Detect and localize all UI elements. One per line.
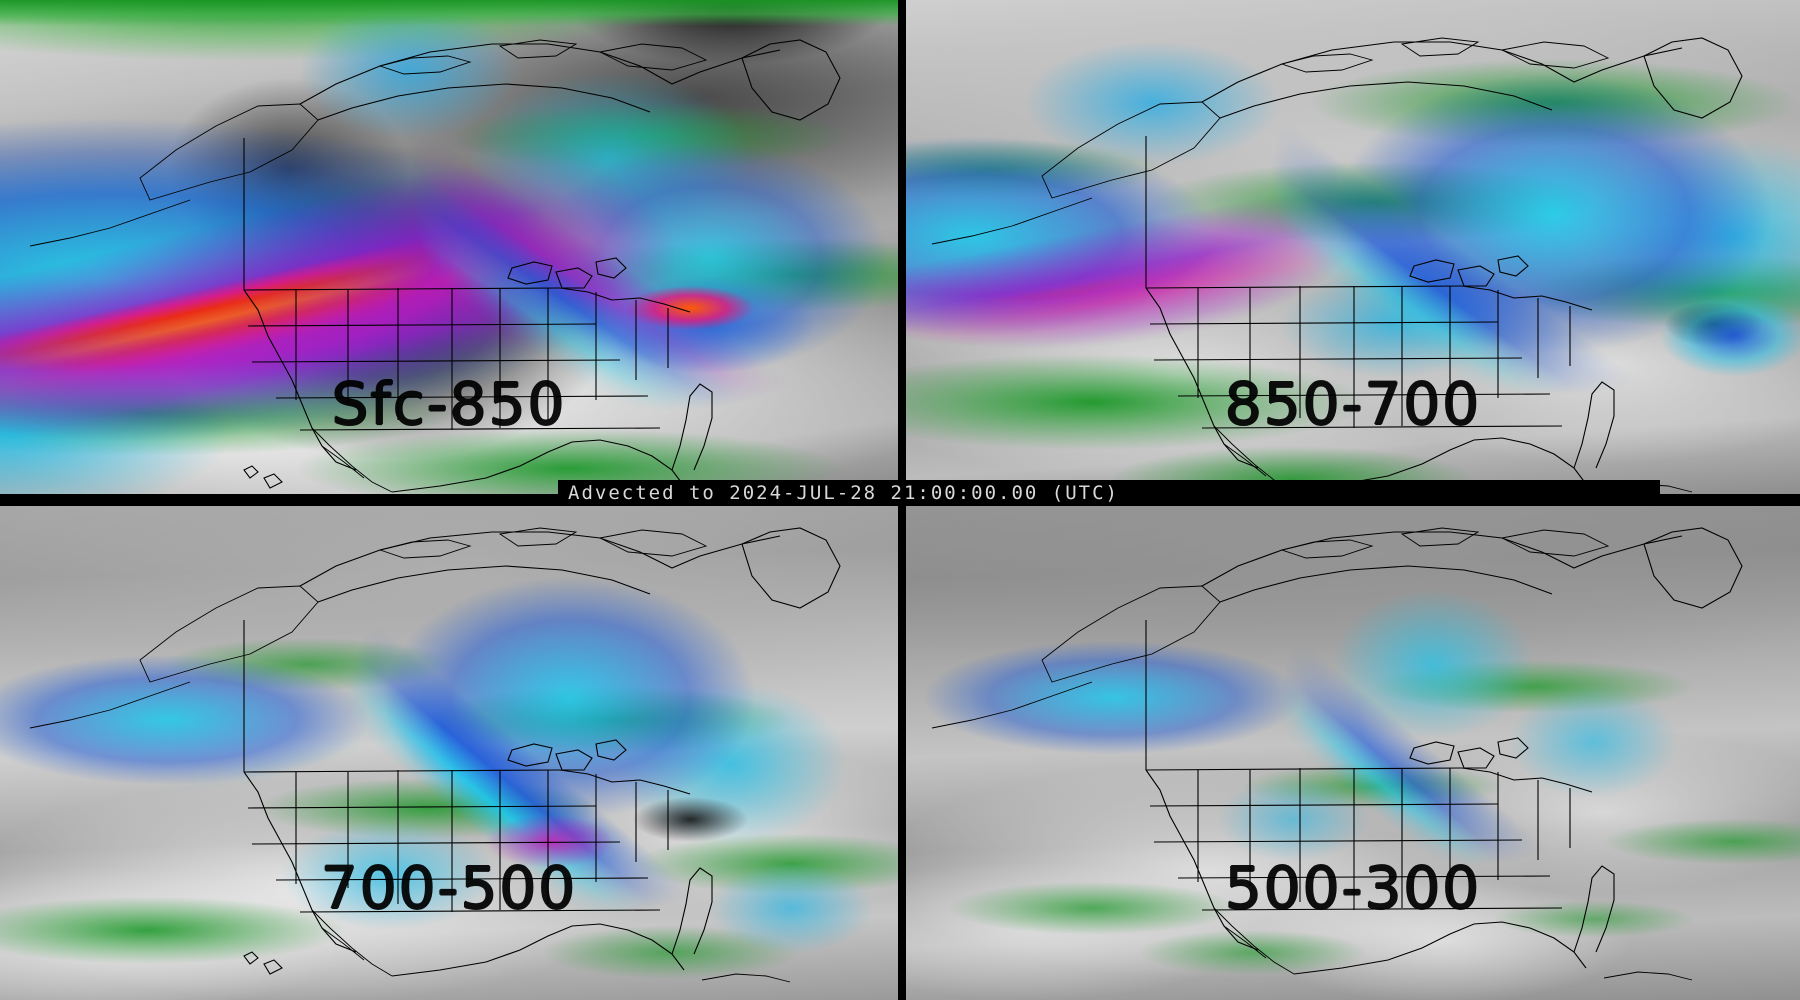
panel-850-700[interactable]: 850-700 (906, 0, 1800, 494)
secondary-red-hook (0, 0, 898, 494)
timestamp-banner: Advected to 2024-JUL-28 21:00:00.00 (UTC… (558, 480, 1660, 506)
panel-500-300[interactable]: 500-300 (906, 506, 1800, 1000)
panel-sfc-850[interactable]: Sfc-850 (0, 0, 898, 494)
panel-500-300-canvas (906, 506, 1800, 1000)
top-green-strip (0, 0, 898, 26)
east-frontal-band (906, 506, 1800, 1000)
panel-850-700-canvas (906, 0, 1800, 494)
panel-sfc-850-canvas (0, 0, 898, 494)
timestamp-text: Advected to 2024-JUL-28 21:00:00.00 (UTC… (568, 482, 1119, 504)
gulf-magenta-hook (0, 506, 898, 1000)
panel-700-500[interactable]: 700-500 (0, 506, 898, 1000)
panel-700-500-canvas (0, 506, 898, 1000)
atlantic-low-swirl (906, 0, 1800, 494)
